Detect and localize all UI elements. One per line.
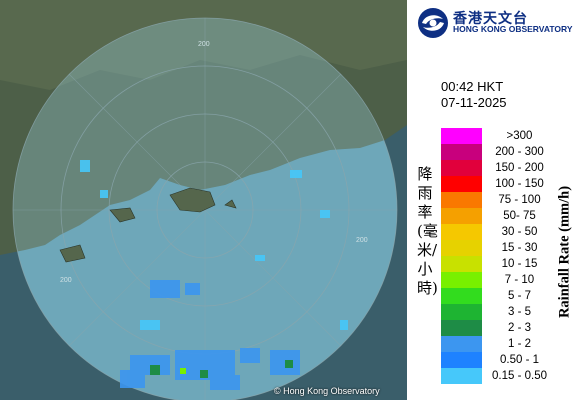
legend-label: 200 - 300 [495, 146, 544, 158]
radar-sea-inner [13, 125, 397, 400]
hko-swirl-logo-icon [418, 8, 448, 38]
legend-label: 0.15 - 0.50 [492, 370, 547, 382]
legend-swatch [441, 256, 482, 272]
legend-title-en: Rainfall Rate (mm/h) [556, 185, 573, 319]
range-label-east: 200 [356, 237, 368, 244]
range-label-north: 200 [198, 41, 210, 48]
legend-swatch [441, 128, 482, 144]
legend-swatch [441, 224, 482, 240]
legend-label: 3 - 5 [507, 306, 531, 318]
legend-swatch [441, 192, 482, 208]
timestamp-date: 07-11-2025 [441, 95, 507, 110]
legend-swatch [441, 368, 482, 384]
legend-swatch [441, 240, 482, 256]
legend-color-scale [441, 128, 482, 384]
radial-spokes [13, 18, 397, 400]
legend-label: 0.50 - 1 [500, 354, 539, 366]
legend-swatch [441, 272, 482, 288]
legend-title-zh: 降雨率(毫米/小時) [417, 165, 438, 297]
legend-swatch [441, 144, 482, 160]
legend-labels: >300 200 - 300 150 - 200 100 - 150 75 - 100 5… [482, 128, 557, 384]
legend-label: 2 - 3 [507, 322, 531, 334]
legend-label: 7 - 10 [504, 274, 535, 286]
radar-map: 200 200 200 [0, 0, 407, 400]
rain-echoes [80, 160, 348, 390]
legend-label: 50- 75 [503, 210, 536, 222]
timestamp-time: 00:42 HKT [441, 79, 504, 94]
legend-swatch [441, 208, 482, 224]
legend-label: 150 - 200 [495, 162, 544, 174]
legend-label: 5 - 7 [507, 290, 531, 302]
range-label-west: 200 [60, 277, 72, 284]
legend-swatch [441, 176, 482, 192]
legend-label: 30 - 50 [501, 226, 538, 238]
islands [59, 187, 237, 263]
legend-label: 1 - 2 [507, 338, 531, 350]
copyright-text: © Hong Kong Observatory [274, 386, 380, 396]
legend-swatch [441, 304, 482, 320]
legend-swatch [441, 160, 482, 176]
legend-label: 75 - 100 [498, 194, 541, 206]
legend-label: 15 - 30 [501, 242, 538, 254]
legend-swatch [441, 336, 482, 352]
legend-panel [407, 0, 577, 400]
logo-name-en: HONG KONG OBSERVATORY [453, 24, 573, 34]
legend-swatch [441, 352, 482, 368]
radar-map-svg: 200 200 200 [0, 0, 407, 400]
legend-label: 10 - 15 [501, 258, 538, 270]
legend-label: 100 - 150 [495, 178, 544, 190]
land-highlands [0, 0, 407, 90]
legend-swatch [441, 320, 482, 336]
legend-label: >300 [506, 130, 533, 142]
legend-swatch [441, 288, 482, 304]
logo-name-zh: 香港天文台 [453, 10, 528, 26]
